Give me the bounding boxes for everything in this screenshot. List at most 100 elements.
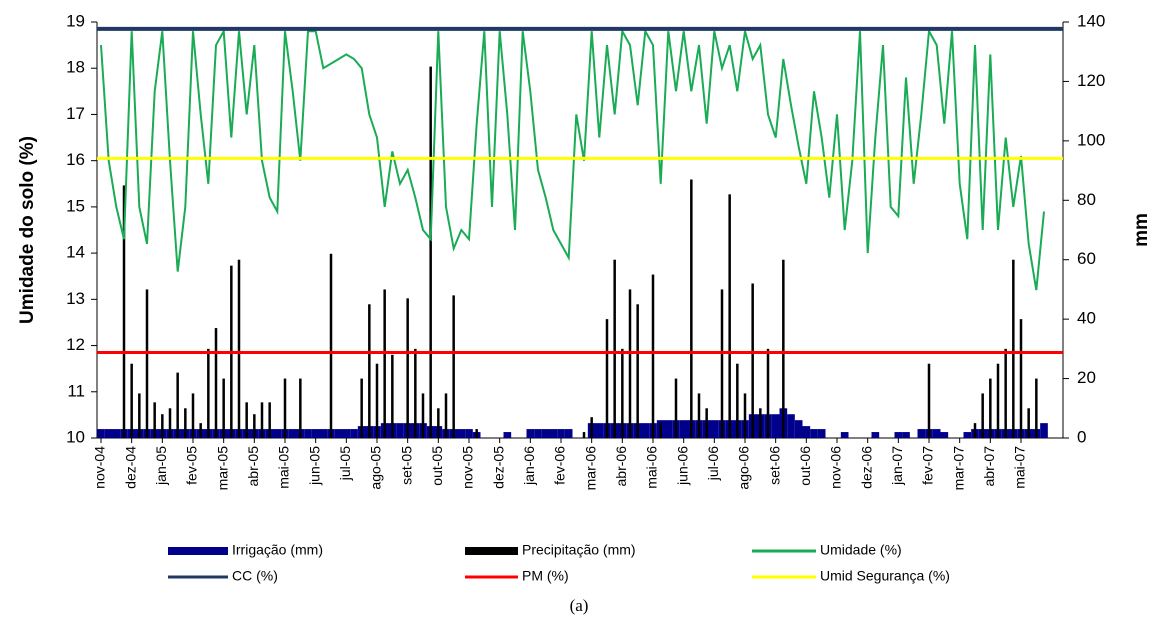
y-tick-label: 19 <box>66 11 85 30</box>
bar <box>787 414 795 438</box>
bar <box>927 363 931 438</box>
x-tick-label: ago-06 <box>736 446 752 490</box>
bar <box>253 414 256 438</box>
x-tick-label: jun-06 <box>674 446 690 486</box>
bar <box>161 414 164 438</box>
bar <box>112 429 121 438</box>
bar <box>368 304 371 438</box>
bar <box>794 420 803 438</box>
bar <box>406 298 409 438</box>
bar <box>414 348 417 438</box>
bar <box>766 348 770 438</box>
bar <box>664 420 673 438</box>
y2-tick-label: 40 <box>1077 309 1096 328</box>
bar <box>299 378 302 438</box>
bar <box>199 423 202 438</box>
y-tick-label: 15 <box>66 196 85 215</box>
legend-label: CC (%) <box>232 568 278 584</box>
x-tick-label: set-05 <box>398 446 414 485</box>
line <box>100 27 1045 291</box>
bar <box>283 378 287 438</box>
bar <box>214 328 218 438</box>
bar <box>222 378 225 438</box>
y-tick-label: 17 <box>66 104 85 123</box>
x-tick-label: ago-05 <box>368 446 384 490</box>
bar <box>549 429 558 438</box>
bar <box>130 363 133 438</box>
bar <box>710 420 719 438</box>
legend-label: Precipitação (mm) <box>522 542 636 558</box>
bar <box>613 259 616 438</box>
x-tick-label: jun-05 <box>306 446 322 486</box>
x-tick-label: set-06 <box>766 446 782 485</box>
bar <box>184 408 187 438</box>
bar <box>1040 423 1048 438</box>
bar <box>1027 408 1030 438</box>
bar <box>705 408 708 438</box>
bar <box>245 402 248 438</box>
bar <box>383 289 386 438</box>
x-tick-label: mai-06 <box>644 446 660 489</box>
bar <box>396 423 404 438</box>
y2-tick-label: 20 <box>1077 368 1096 387</box>
legend-label: Irrigação (mm) <box>232 542 323 558</box>
bar <box>1004 348 1007 438</box>
bar <box>590 417 593 438</box>
bar <box>940 432 949 438</box>
x-tick-label: mar-07 <box>950 446 966 491</box>
x-tick-label: jul-05 <box>337 446 353 481</box>
bar <box>651 274 655 438</box>
bar <box>465 429 473 438</box>
y-tick-label: 18 <box>66 58 85 77</box>
bar <box>273 429 282 438</box>
bar <box>840 432 849 438</box>
y-tick-label: 16 <box>66 150 85 169</box>
x-tick-label: nov-06 <box>828 446 844 489</box>
x-tick-label: abr-06 <box>613 446 629 487</box>
bar <box>122 185 126 438</box>
x-tick-label: out-06 <box>797 446 813 486</box>
x-tick-label: mar-05 <box>214 446 230 491</box>
bar <box>751 283 754 438</box>
bar <box>802 426 811 438</box>
bar <box>894 432 903 438</box>
x-tick-label: mai-05 <box>276 446 292 489</box>
bar <box>697 393 701 438</box>
bar <box>350 429 358 438</box>
bar <box>288 429 297 438</box>
bar <box>429 66 432 439</box>
bar <box>621 348 624 438</box>
bar <box>605 319 609 438</box>
y-tick-label: 11 <box>67 381 85 400</box>
y2-tick-label: 120 <box>1077 71 1105 90</box>
bar <box>557 429 565 438</box>
bar <box>541 429 550 438</box>
x-tick-label: fev-05 <box>184 446 200 485</box>
bar <box>304 429 312 438</box>
x-tick-label: jan-05 <box>153 446 169 486</box>
bar <box>932 429 941 438</box>
bar <box>437 408 440 438</box>
bar <box>996 363 1000 438</box>
bar <box>771 414 780 438</box>
bar <box>759 408 762 438</box>
bar <box>260 402 264 438</box>
bar <box>104 429 113 438</box>
bar <box>319 429 328 438</box>
bar <box>311 429 320 438</box>
bar <box>375 363 379 438</box>
y2-tick-label: 60 <box>1077 249 1096 268</box>
bar <box>902 432 910 438</box>
bar <box>237 259 241 438</box>
bar <box>457 429 466 438</box>
bar <box>168 408 172 438</box>
bar <box>360 378 363 438</box>
bar <box>674 378 678 438</box>
x-tick-label: out-05 <box>429 446 445 486</box>
bar <box>176 372 179 438</box>
bar <box>917 429 926 438</box>
x-tick-label: fev-06 <box>552 446 568 485</box>
y2-axis-label: mm <box>1131 213 1152 247</box>
x-tick-label: jan-06 <box>521 446 537 486</box>
legend-swatch <box>465 547 518 555</box>
